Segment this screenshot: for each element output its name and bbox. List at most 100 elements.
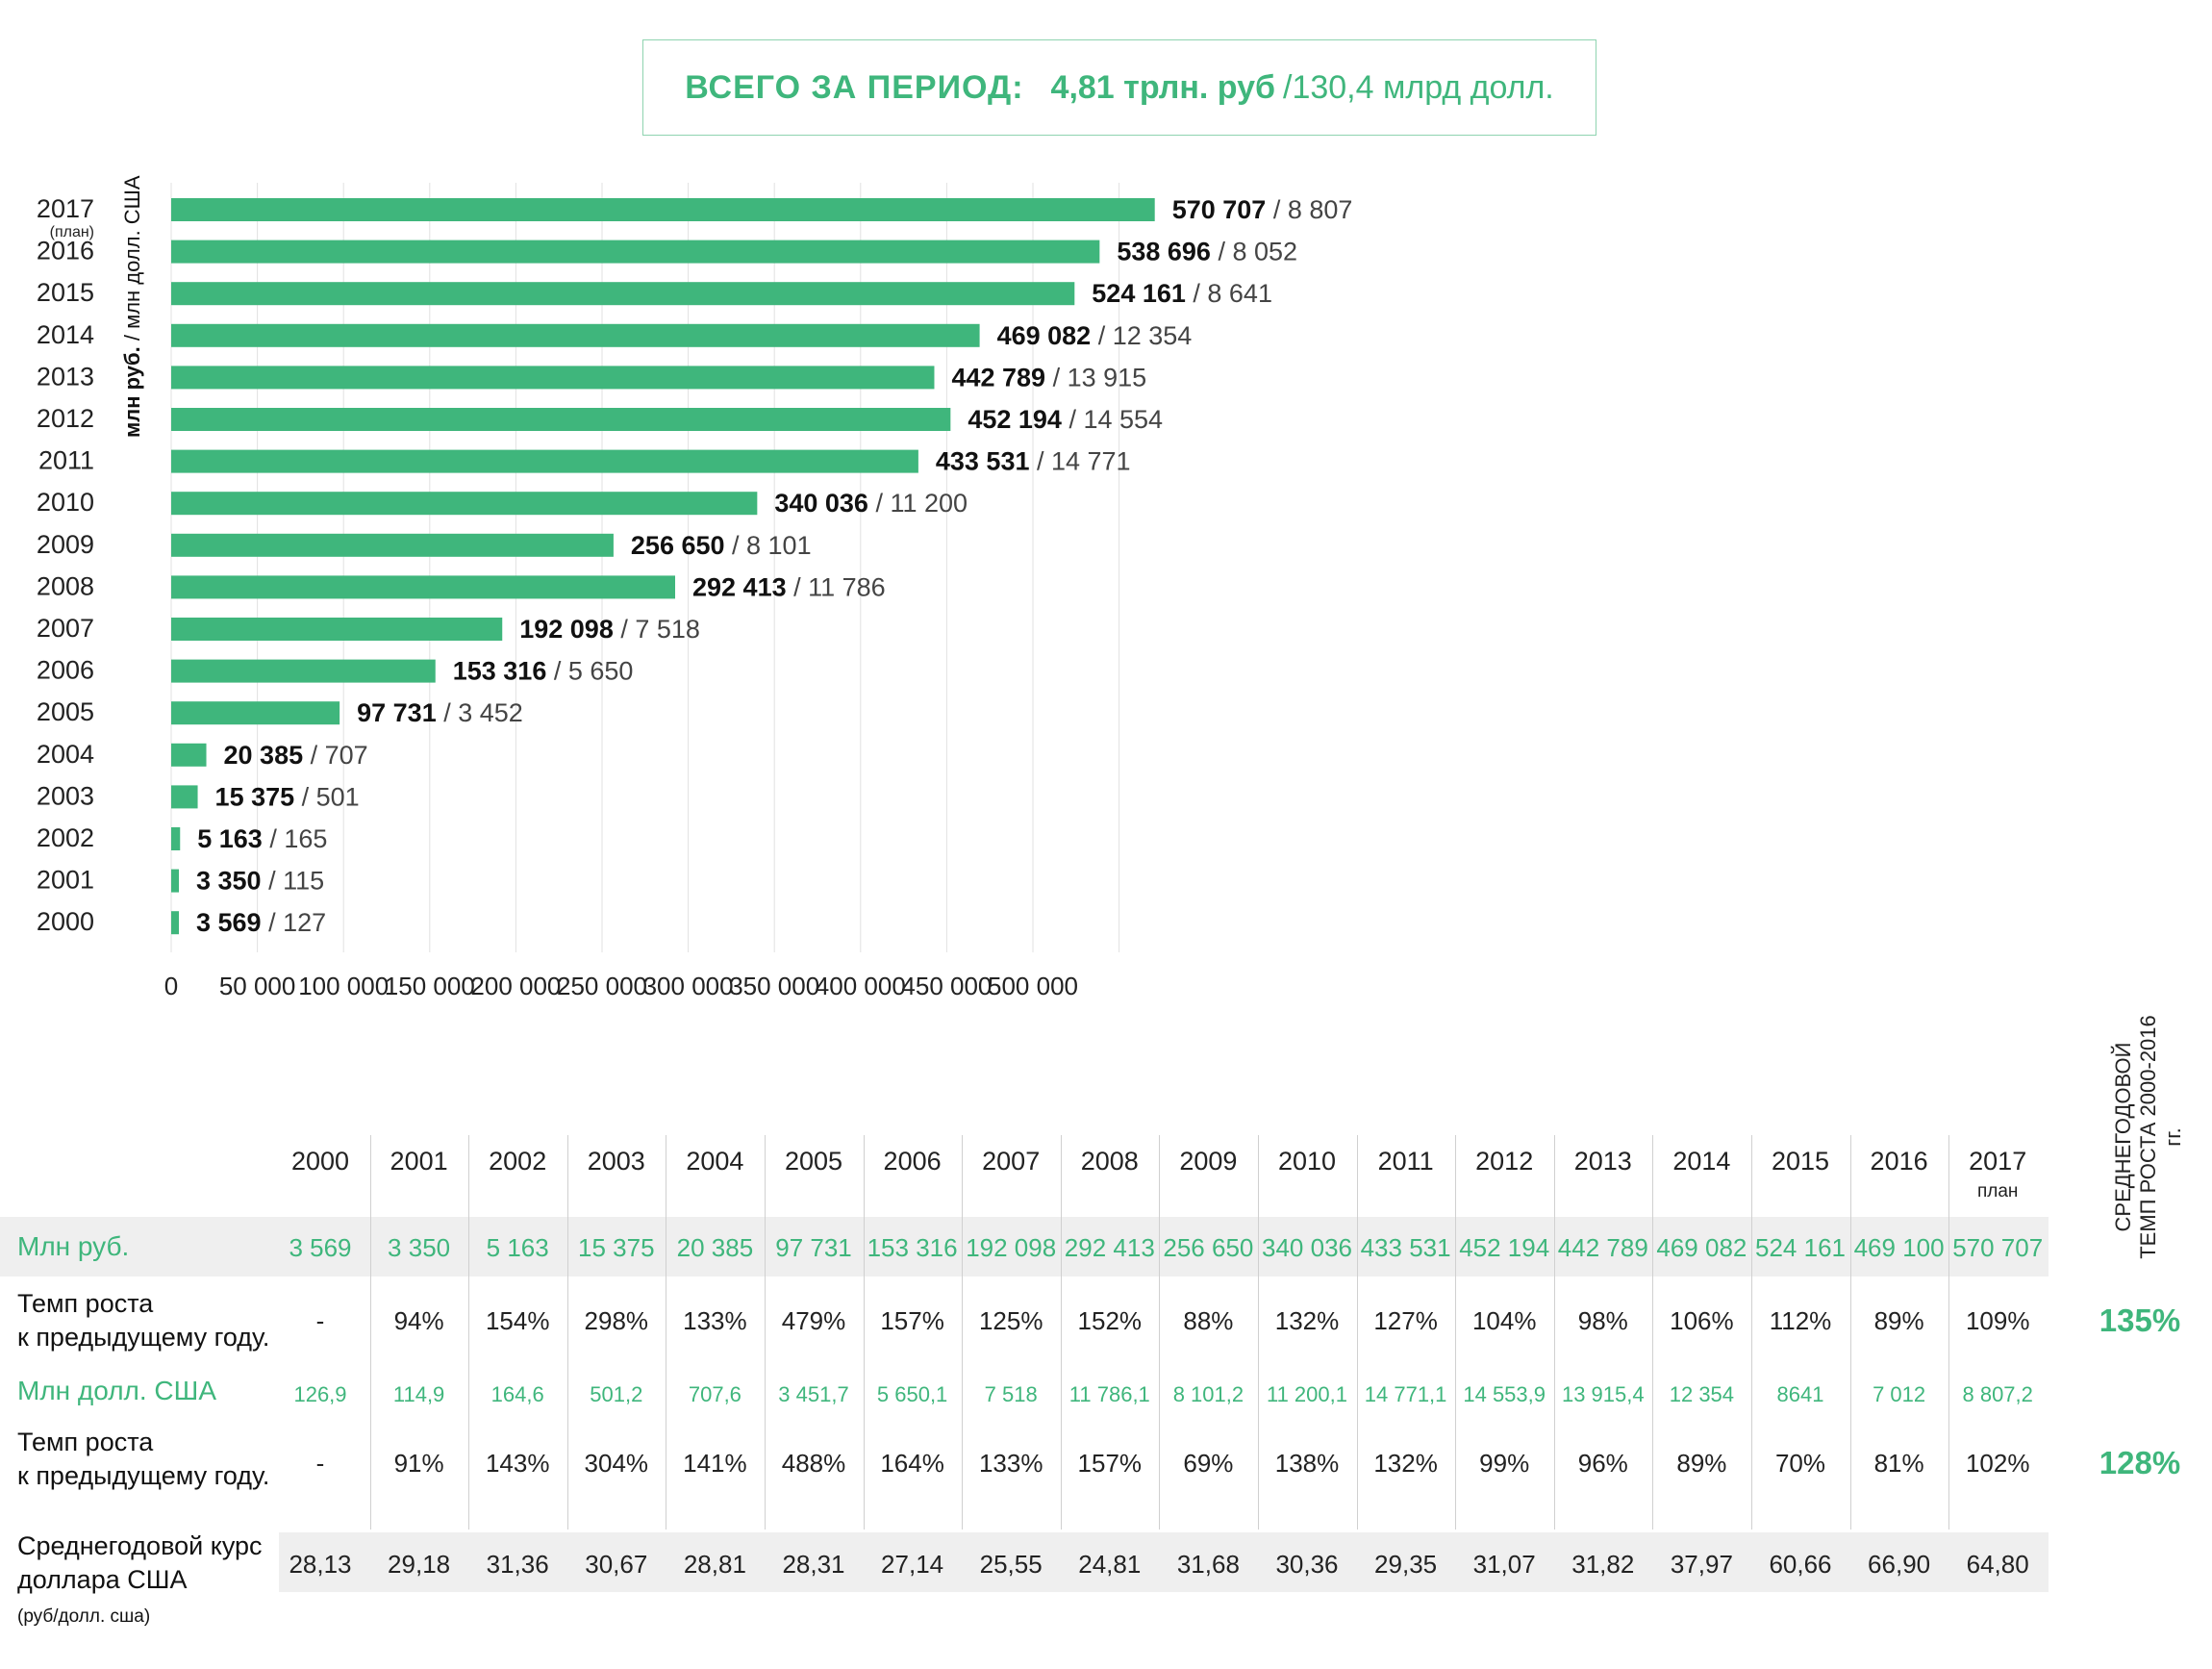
cell-rub: 5 163 (486, 1233, 549, 1262)
cell-usd: 114,9 (392, 1382, 445, 1406)
category-note: (план) (50, 224, 94, 240)
bar-value-label: 340 036 / 11 200 (774, 489, 968, 518)
row-band-rub (0, 1217, 2049, 1277)
x-tick-label: 300 000 (643, 972, 734, 1000)
column-separator (1849, 1135, 1851, 1530)
y-category-label: 2007 (37, 614, 94, 643)
cell-rate: 60,66 (1769, 1550, 1832, 1579)
bar-value-label: 433 531 / 14 771 (936, 447, 1131, 476)
y-category-label: 2006 (37, 656, 94, 685)
cell-growth-usd: 138% (1274, 1449, 1340, 1478)
cell-rate: 31,68 (1176, 1550, 1240, 1579)
bar-value-label: 469 082 / 12 354 (997, 321, 1193, 350)
column-separator (1948, 1135, 1950, 1530)
avg-growth-title: СРЕДНЕГОДОВОЙ ТЕМП РОСТА 2000-2016 гг. (2111, 1012, 2186, 1262)
cell-usd: 3 451,7 (778, 1382, 849, 1406)
bar-value-label: 20 385 / 707 (224, 741, 368, 770)
year-header: 2002 (489, 1147, 547, 1176)
cell-growth-usd: 488% (781, 1449, 846, 1478)
cell-usd: 126,9 (293, 1382, 347, 1406)
cell-growth-rub: 132% (1274, 1306, 1340, 1335)
bar-value-label: 192 098 / 7 518 (519, 615, 700, 644)
cell-growth-usd: 102% (1965, 1449, 2030, 1478)
bar (171, 827, 181, 850)
cell-growth-usd: 96% (1577, 1449, 1628, 1478)
cell-rate: 29,18 (388, 1550, 451, 1579)
cell-usd: 11 786,1 (1068, 1382, 1150, 1406)
cell-growth-usd: 70% (1774, 1449, 1826, 1478)
bar (171, 659, 436, 683)
cell-rub: 153 316 (867, 1233, 958, 1262)
bar (171, 408, 951, 431)
column-separator (765, 1135, 766, 1530)
y-category-label: 2000 (37, 907, 94, 936)
cell-growth-usd: 304% (584, 1449, 649, 1478)
y-category-label: 2002 (37, 823, 94, 852)
x-tick-label: 400 000 (816, 972, 906, 1000)
year-header: 2007 (982, 1147, 1041, 1176)
cell-usd: 8641 (1776, 1382, 1824, 1406)
y-category-label: 2016 (37, 237, 94, 266)
cell-rate: 66,90 (1868, 1550, 1931, 1579)
column-separator (863, 1135, 865, 1530)
cell-rub: 3 350 (388, 1233, 451, 1262)
y-category-label: 2013 (37, 362, 94, 391)
y-category-label: 2012 (37, 404, 94, 433)
year-header: 2005 (784, 1147, 843, 1176)
cell-rate: 30,36 (1275, 1550, 1339, 1579)
summary-usd-total: /130,4 млрд долл. (1283, 68, 1554, 106)
cell-usd: 5 650,1 (876, 1382, 948, 1406)
cell-usd: 12 354 (1669, 1382, 1735, 1406)
cell-growth-usd: 157% (1077, 1449, 1143, 1478)
row-label-usd: Млн долл. США (17, 1376, 216, 1405)
bar (171, 449, 918, 473)
cell-rate: 28,31 (782, 1550, 845, 1579)
avg-growth-title-line2: ТЕМП РОСТА 2000-2016 гг. (2136, 1015, 2185, 1259)
bar-value-label: 442 789 / 13 915 (951, 363, 1146, 392)
cell-usd: 8 807,2 (1962, 1382, 2033, 1406)
cell-rub: 192 098 (966, 1233, 1057, 1262)
cell-growth-usd: 143% (485, 1449, 550, 1478)
y-category-label: 2004 (37, 740, 94, 769)
x-tick-label: 0 (164, 972, 178, 1000)
x-tick-label: 500 000 (988, 972, 1078, 1000)
y-category-label: 2001 (37, 866, 94, 895)
year-header: 2015 (1771, 1147, 1830, 1176)
cell-growth-usd: 91% (393, 1449, 444, 1478)
cell-growth-rub: 106% (1670, 1306, 1734, 1335)
bar-value-label: 97 731 / 3 452 (357, 698, 523, 727)
cell-usd: 707,6 (688, 1382, 742, 1406)
bar-value-label: 256 650 / 8 101 (631, 531, 812, 560)
bar-value-label: 15 375 / 501 (215, 782, 360, 811)
year-header: 2016 (1870, 1147, 1928, 1176)
cell-growth-usd: 132% (1373, 1449, 1438, 1478)
summary-rub-total: 4,81 трлн. руб (1050, 68, 1275, 106)
x-tick-label: 200 000 (470, 972, 561, 1000)
cell-rub: 15 375 (578, 1233, 655, 1262)
bar-value-label: 5 163 / 165 (197, 824, 327, 853)
column-separator (962, 1135, 964, 1530)
cell-rub: 452 194 (1459, 1233, 1550, 1262)
column-separator (1455, 1135, 1457, 1530)
cell-usd: 501,2 (590, 1382, 643, 1406)
bar (171, 198, 1155, 221)
cell-growth-rub: 88% (1183, 1306, 1234, 1335)
bar (171, 785, 198, 809)
y-category-label: 2017 (37, 194, 94, 223)
cell-growth-usd: 141% (683, 1449, 747, 1478)
x-tick-label: 450 000 (901, 972, 992, 1000)
cell-growth-usd: 69% (1183, 1449, 1234, 1478)
cell-rate: 31,36 (486, 1550, 549, 1579)
cell-usd: 11 200,1 (1266, 1382, 1347, 1406)
x-tick-label: 50 000 (219, 972, 296, 1000)
column-separator (1356, 1135, 1358, 1530)
year-header: 2013 (1573, 1147, 1632, 1176)
cell-rate: 25,55 (979, 1550, 1043, 1579)
row-label-growth-rub-1: Темп роста (17, 1289, 154, 1318)
cell-usd: 164,6 (490, 1382, 544, 1406)
y-category-label: 2003 (37, 781, 94, 810)
cell-rate: 28,13 (289, 1550, 352, 1579)
cell-rate: 31,82 (1571, 1550, 1635, 1579)
cell-rub: 469 100 (1853, 1233, 1945, 1262)
